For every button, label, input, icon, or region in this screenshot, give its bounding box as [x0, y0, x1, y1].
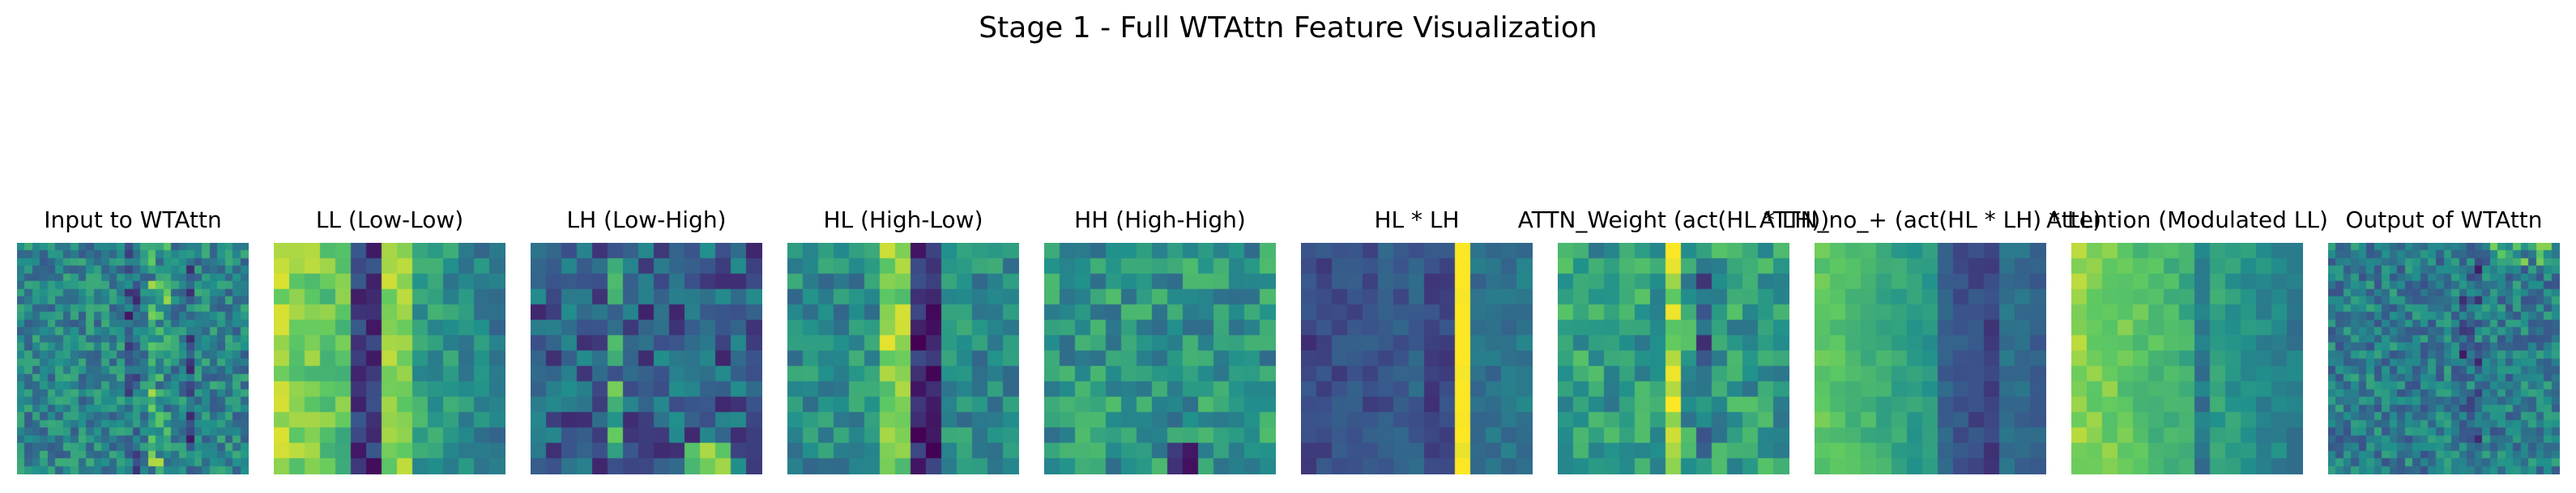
- panel-title-attention: Attention (Modulated LL): [2046, 206, 2328, 233]
- panel-ll: LL (Low-Low): [274, 206, 505, 477]
- panel-title-ll: LL (Low-Low): [315, 206, 464, 233]
- panel-attention: Attention (Modulated LL): [2046, 206, 2328, 477]
- panel-title-attn-weight: ATTN_Weight (act(HL * LH)): [1517, 206, 1830, 233]
- heatmap-attn-weight: [1558, 243, 1789, 474]
- panel-title-output: Output of WTAttn: [2345, 206, 2543, 233]
- panel-output: Output of WTAttn: [2328, 206, 2560, 477]
- panel-attn-weight: ATTN_Weight (act(HL * LH)): [1518, 206, 1829, 477]
- panel-hl: HL (High-Low): [787, 206, 1019, 477]
- heatmap-hl-lh: [1301, 243, 1533, 474]
- panel-title-hl-lh: HL * LH: [1374, 206, 1460, 233]
- panel-title-lh: LH (Low-High): [566, 206, 727, 233]
- panel-title-attn-no: ATTN_no_+ (act(HL * LH) * LL): [1759, 206, 2102, 233]
- panel-attn-no: ATTN_no_+ (act(HL * LH) * LL): [1759, 206, 2101, 477]
- panel-hh: HH (High-High): [1044, 206, 1276, 477]
- panel-input: Input to WTAttn: [17, 206, 249, 477]
- heatmap-input: [17, 243, 249, 474]
- heatmap-hl: [787, 243, 1019, 474]
- panel-lh: LH (Low-High): [531, 206, 762, 477]
- panel-hl-lh: HL * LH: [1301, 206, 1533, 477]
- heatmap-attn-no: [1815, 243, 2046, 474]
- heatmap-lh: [531, 243, 762, 474]
- figure-title: Stage 1 - Full WTAttn Feature Visualizat…: [979, 11, 1597, 45]
- heatmap-attention: [2071, 243, 2303, 474]
- panel-title-hh: HH (High-High): [1074, 206, 1246, 233]
- heatmap-hh: [1044, 243, 1276, 474]
- panel-title-hl: HL (High-Low): [823, 206, 983, 233]
- panel-title-input: Input to WTAttn: [44, 206, 222, 233]
- heatmap-ll: [274, 243, 505, 474]
- heatmap-output: [2328, 243, 2560, 474]
